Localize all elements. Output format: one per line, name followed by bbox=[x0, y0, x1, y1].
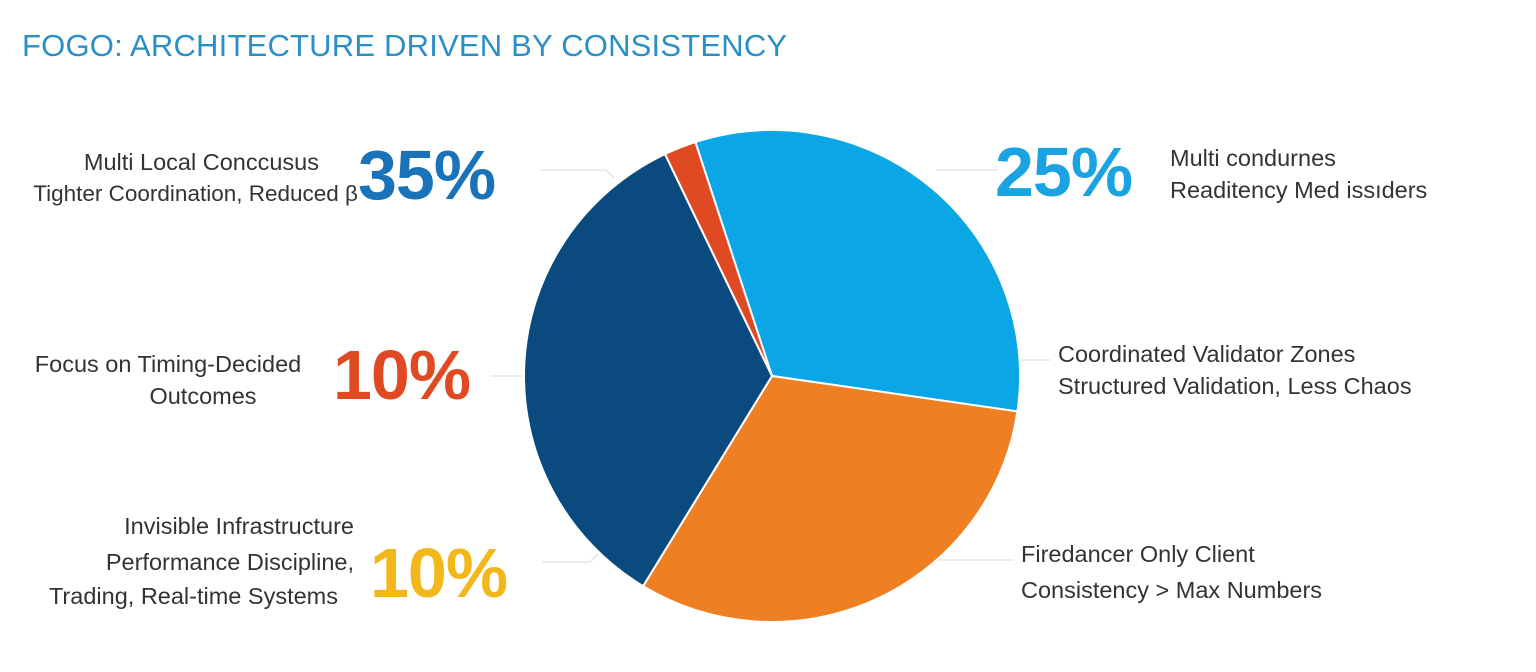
callout-tl-title: Multi Local Conccusus bbox=[83, 149, 319, 175]
callout-mr-subtitle: Structured Validation, Less Chaos bbox=[1058, 373, 1412, 399]
callout-tr-title: Multi condurnes bbox=[1170, 145, 1336, 171]
pie-slice-3 bbox=[523, 153, 773, 588]
callout-ml-title: Focus on Timing-Decided bbox=[34, 351, 302, 377]
callout-br-title: Firedancer Only Client bbox=[1021, 541, 1255, 567]
callout-tl-subtitle: Tighter Coordination, Reduced β bbox=[33, 181, 358, 206]
callout-ml-percent: 10% bbox=[333, 336, 471, 414]
callout-bl-percent: 10% bbox=[370, 534, 508, 612]
callout-bl-subtitle-1: Performance Discipline, bbox=[105, 549, 354, 575]
callout-tr-subtitle: Readitency Med issıders bbox=[1170, 177, 1428, 203]
callout-ml-subtitle: Outcomes bbox=[149, 383, 257, 409]
callout-br-subtitle: Consistency > Max Numbers bbox=[1021, 577, 1323, 603]
leader-line-1 bbox=[540, 169, 615, 179]
pie-slices bbox=[523, 129, 1021, 623]
leader-lines bbox=[490, 169, 1050, 563]
callout-mr-title: Coordinated Validator Zones bbox=[1058, 341, 1356, 367]
chart-title: FOGO: ARCHITECTURE DRIVEN BY CONSISTENCY bbox=[22, 28, 788, 63]
callout-tr-percent: 25% bbox=[995, 133, 1133, 211]
callout-bl-title: Invisible Infrastructure bbox=[124, 513, 354, 539]
leader-line-4 bbox=[542, 549, 603, 563]
callout-bl-subtitle-2: Trading, Real-time Systems bbox=[48, 583, 338, 609]
pie-slice-2 bbox=[642, 375, 1019, 623]
pie-slice-4 bbox=[663, 141, 773, 377]
callout-tl-percent: 35% bbox=[358, 136, 496, 214]
pie-slice-1 bbox=[694, 129, 1021, 413]
